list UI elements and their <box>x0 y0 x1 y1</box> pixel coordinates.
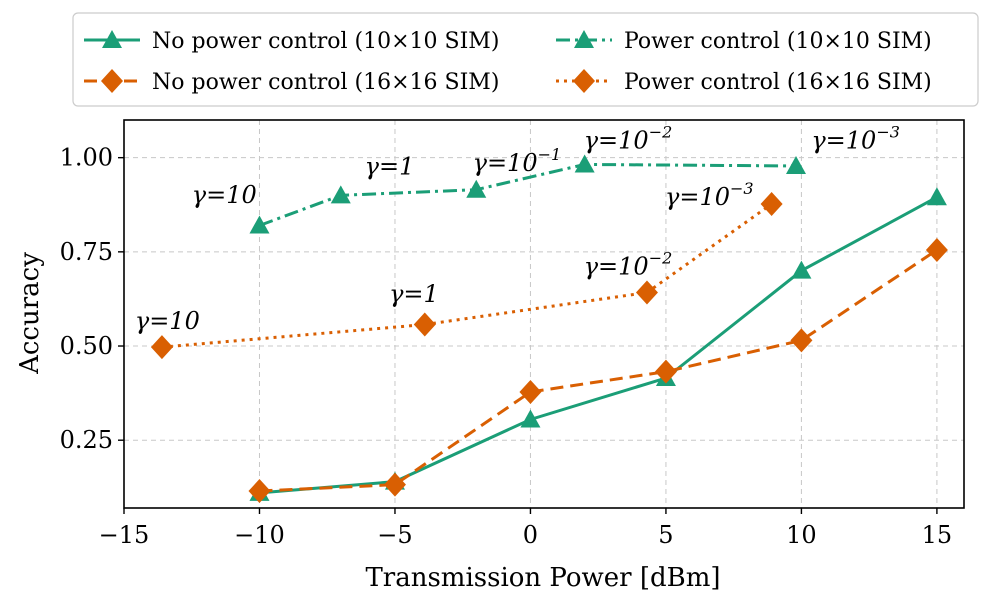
series-3 <box>150 192 783 360</box>
data-point <box>790 328 813 353</box>
series-line <box>259 248 938 493</box>
legend-entry-0: No power control (10×10 SIM) <box>84 29 499 54</box>
plot-frame <box>123 119 965 509</box>
legend-label: Power control (16×16 SIM) <box>624 70 932 95</box>
x-tick-label: 10 <box>786 521 817 549</box>
data-point <box>635 280 658 305</box>
data-point <box>466 179 487 198</box>
legend-marker <box>573 69 595 93</box>
gamma-annotation: γ=1 <box>365 153 415 181</box>
legend-label: No power control (16×16 SIM) <box>152 70 499 95</box>
data-point <box>248 479 271 504</box>
series-1 <box>248 237 948 504</box>
gamma-annotation: γ=10 <box>135 307 200 335</box>
x-tick-label: 0 <box>523 521 538 549</box>
legend-label: Power control (10×10 SIM) <box>624 29 932 54</box>
legend: No power control (10×10 SIM) No power con… <box>72 12 979 107</box>
legend-entry-3: Power control (16×16 SIM) <box>556 69 932 95</box>
y-tick-label: 0.50 <box>60 332 113 360</box>
x-tick-label: −5 <box>377 521 412 549</box>
legend-marker <box>102 30 122 48</box>
series-line <box>259 195 938 495</box>
gamma-annotation: γ=10−3 <box>665 179 754 211</box>
x-tick-label: 15 <box>922 521 953 549</box>
x-tick-label: −15 <box>99 521 150 549</box>
axis-ticks: −15 −10 −5 0 5 10 15 0.25 0.50 0.75 1.00 <box>60 144 953 549</box>
data-point <box>574 154 595 173</box>
y-axis-label: Accuracy <box>15 252 45 375</box>
y-tick-label: 0.75 <box>60 238 113 266</box>
data-point <box>249 215 270 234</box>
legend-marker <box>574 30 594 48</box>
legend-marker <box>101 69 123 93</box>
data-point <box>520 409 541 428</box>
gamma-annotation: γ=1 <box>389 280 439 308</box>
gamma-annotation: γ=10−2 <box>584 248 673 280</box>
gamma-annotation: γ=10−2 <box>584 122 673 154</box>
legend-box <box>72 12 979 107</box>
gamma-annotations: γ=10 γ=1 γ=10−1 γ=10−2 γ=10−3 γ=10−3 γ=10−2 γ=1… <box>135 122 900 335</box>
data-point <box>654 359 677 384</box>
legend-label: No power control (10×10 SIM) <box>152 29 499 54</box>
legend-entry-1: No power control (16×16 SIM) <box>84 69 499 95</box>
data-point <box>786 155 806 174</box>
data-point <box>413 312 436 337</box>
data-point <box>330 185 351 204</box>
y-tick-label: 1.00 <box>60 144 113 172</box>
gamma-annotation: γ=10−3 <box>811 122 900 154</box>
data-point <box>791 260 812 279</box>
y-tick-label: 0.25 <box>60 426 113 454</box>
data-point <box>925 237 948 262</box>
legend-entry-2: Power control (10×10 SIM) <box>556 29 932 54</box>
data-point <box>760 192 783 217</box>
data-point <box>383 472 406 497</box>
data-point <box>150 335 173 360</box>
series-layer <box>150 154 948 504</box>
series-2 <box>249 154 806 234</box>
grid <box>123 120 964 508</box>
x-axis-label: Transmission Power [dBm] <box>365 563 720 593</box>
data-point <box>926 187 947 206</box>
series-line <box>161 202 773 349</box>
x-tick-label: −10 <box>234 521 285 549</box>
x-tick-label: 5 <box>658 521 673 549</box>
gamma-annotation: γ=10−1 <box>473 145 562 177</box>
data-point <box>519 379 542 404</box>
gamma-annotation: γ=10 <box>192 181 257 209</box>
series-0 <box>249 187 947 501</box>
